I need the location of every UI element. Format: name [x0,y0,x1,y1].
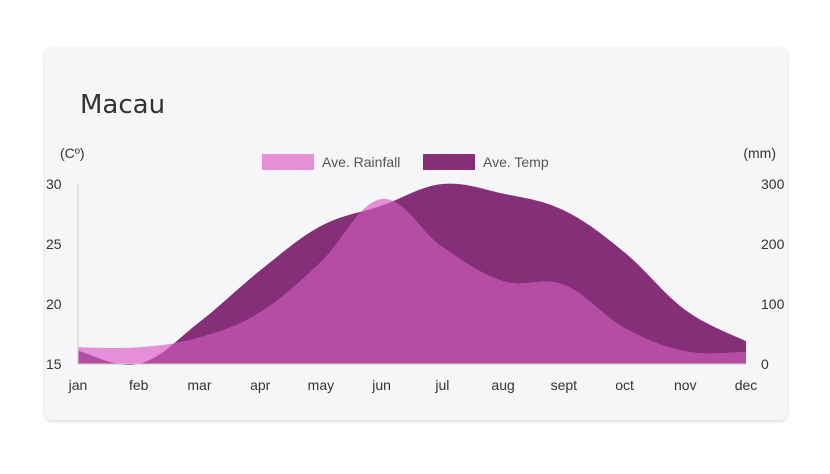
right-tick-label: 0 [761,356,769,372]
x-tick-label: feb [129,377,149,393]
x-tick-label: apr [250,377,271,393]
chart-card: Macau (Cº) (mm) Ave. Rainfall Ave. Temp … [45,48,787,420]
x-tick-label: nov [674,377,697,393]
legend-swatch-temp [423,154,475,170]
x-tick-label: aug [491,377,514,393]
right-tick-label: 200 [761,236,785,252]
right-axis-unit-label: (mm) [743,145,776,161]
chart-title: Macau [80,90,165,120]
legend-label-rainfall: Ave. Rainfall [322,154,400,170]
x-tick-label: jun [371,377,391,393]
x-tick-label: dec [735,377,758,393]
left-axis-unit-label: (Cº) [60,145,85,161]
legend-item-temp[interactable]: Ave. Temp [423,154,549,170]
x-axis-ticks: jan feb mar apr may jun jul aug sept oct nov dec [68,377,758,393]
x-tick-label: oct [615,377,634,393]
x-tick-label: sept [551,377,578,393]
legend-label-temp: Ave. Temp [483,154,549,170]
left-tick-label: 15 [46,356,62,372]
x-tick-label: mar [187,377,211,393]
x-tick-label: jan [68,377,88,393]
x-tick-label: may [308,377,334,393]
legend-item-rainfall[interactable]: Ave. Rainfall [262,154,400,170]
left-axis-ticks: 30 25 20 15 [46,176,62,372]
x-tick-label: jul [434,377,449,393]
left-tick-label: 25 [46,236,62,252]
left-tick-label: 30 [46,176,62,192]
legend: Ave. Rainfall Ave. Temp [262,154,549,170]
left-tick-label: 20 [46,296,62,312]
right-tick-label: 300 [761,176,785,192]
chart-svg: Macau (Cº) (mm) Ave. Rainfall Ave. Temp … [46,90,785,393]
legend-swatch-rainfall [262,154,314,170]
plot-area [78,183,746,366]
series-area-overlap [78,198,746,364]
right-axis-ticks: 300 200 100 0 [761,176,785,372]
right-tick-label: 100 [761,296,785,312]
